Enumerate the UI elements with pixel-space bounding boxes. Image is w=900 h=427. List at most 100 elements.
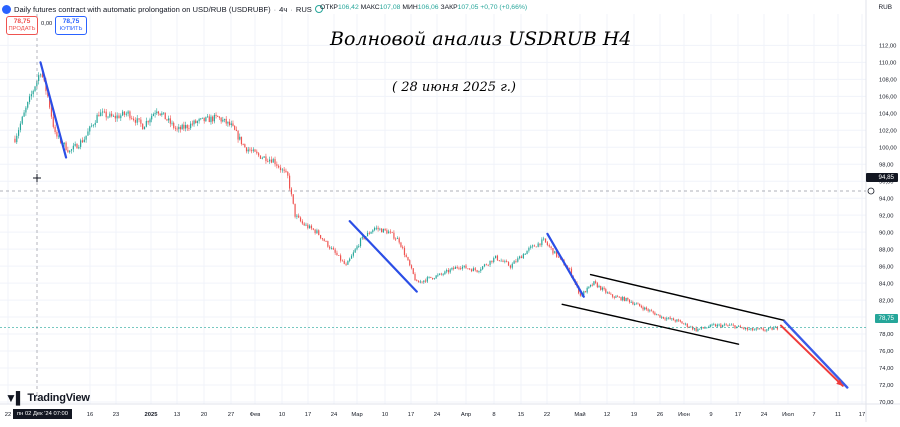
candle-body [105, 111, 107, 118]
candle-body [669, 317, 671, 320]
candle-body [107, 116, 109, 118]
candle-body [593, 281, 595, 286]
candle-body [539, 243, 541, 246]
symbol-header: Daily futures contract with automatic pr… [2, 2, 323, 16]
sell-button[interactable]: 78,75 ПРОДАТЬ [6, 16, 38, 35]
forecast-red-arrow [779, 324, 844, 387]
candle-body [114, 115, 116, 119]
candle-body [437, 274, 439, 276]
candle-body [528, 247, 530, 251]
x-tick-label: 24 [331, 412, 338, 418]
candle-body [370, 232, 372, 234]
candle-body [181, 124, 183, 130]
candle-body [16, 135, 18, 143]
axis-currency[interactable]: RUB [878, 4, 893, 11]
candle-body [336, 252, 338, 256]
candle-body [389, 231, 392, 233]
y-tick-label: 98,00 [879, 162, 894, 168]
candle-body [223, 118, 226, 120]
candle-body [330, 247, 333, 249]
candle-body [522, 254, 524, 259]
candle-body [307, 224, 309, 229]
candle-body [352, 252, 354, 256]
y-tick-label: 84,00 [879, 281, 894, 287]
candle-body [444, 271, 446, 275]
candle-body [25, 107, 27, 113]
candle-body [714, 324, 717, 327]
candle-body [737, 325, 740, 327]
x-tick-label: 20 [201, 412, 207, 418]
candle-body [722, 325, 724, 328]
candle-body [398, 238, 400, 243]
candle-body [419, 281, 421, 283]
candle-body [639, 303, 641, 306]
candle-body [667, 317, 670, 319]
candle-body [58, 135, 60, 137]
candle-body [598, 285, 600, 288]
candle-body [227, 121, 229, 124]
x-tick-label: 17 [735, 412, 741, 418]
candle-body [426, 277, 428, 282]
tradingview-logo[interactable]: ▼▌ TradingView [5, 391, 90, 405]
candle-body [652, 311, 654, 313]
chart-subtitle: ( 28 июня 2025 г.) [392, 80, 516, 95]
candle-body [381, 228, 383, 233]
candle-body [666, 318, 668, 320]
candle-body [541, 239, 543, 246]
instrument-name[interactable]: Daily futures contract with automatic pr… [14, 4, 271, 14]
candle-body [645, 307, 648, 310]
candle-body [213, 114, 215, 122]
candle-body [451, 267, 453, 270]
candle-body [421, 281, 423, 283]
candle-body [395, 238, 397, 240]
x-tick-label: 17 [859, 412, 865, 418]
candle-body [193, 120, 195, 125]
candle-body [519, 256, 521, 259]
candle-body [509, 265, 511, 268]
candle-body [138, 118, 140, 120]
candle-body [92, 124, 95, 126]
candle-body [502, 260, 504, 262]
candle-body [664, 318, 666, 320]
candle-body [649, 310, 651, 312]
candle-body [496, 255, 499, 261]
interval-label[interactable]: 4ч [279, 4, 288, 14]
candle-body [391, 231, 393, 233]
x-tick-label: Май [574, 411, 585, 418]
x-tick-label: Апр [461, 412, 471, 418]
candle-body [410, 265, 413, 269]
candle-body [532, 245, 534, 247]
x-tick-label: 24 [434, 412, 441, 418]
candle-body [458, 267, 460, 269]
candle-body [230, 123, 232, 125]
candle-body [252, 149, 254, 151]
candle-body [63, 142, 65, 145]
candle-body [709, 324, 711, 328]
candle-body [688, 326, 690, 328]
candle-body [345, 263, 347, 265]
candle-body [217, 115, 219, 117]
candle-body [622, 296, 624, 301]
candle-body [679, 320, 681, 322]
x-tick-label: 15 [518, 412, 524, 418]
candle-body [661, 316, 663, 318]
candle-body [122, 111, 124, 116]
candle-body [142, 123, 144, 130]
candle-body [65, 142, 67, 151]
candle-body [706, 327, 708, 329]
candle-body [91, 125, 93, 127]
candle-body [683, 323, 685, 325]
candle-body [414, 273, 416, 281]
candle-body [633, 303, 636, 305]
candle-body [147, 121, 149, 123]
buy-button[interactable]: 78,75 КУПИТЬ [55, 16, 87, 35]
tradingview-logo-icon: ▼▌ [5, 391, 24, 405]
candle-body [329, 246, 331, 249]
y-tick-label: 78,00 [879, 332, 894, 338]
candle-body [507, 262, 510, 266]
candle-body [746, 327, 748, 330]
x-tick-label: 11 [835, 412, 841, 418]
x-tick-label: 13 [174, 412, 180, 418]
